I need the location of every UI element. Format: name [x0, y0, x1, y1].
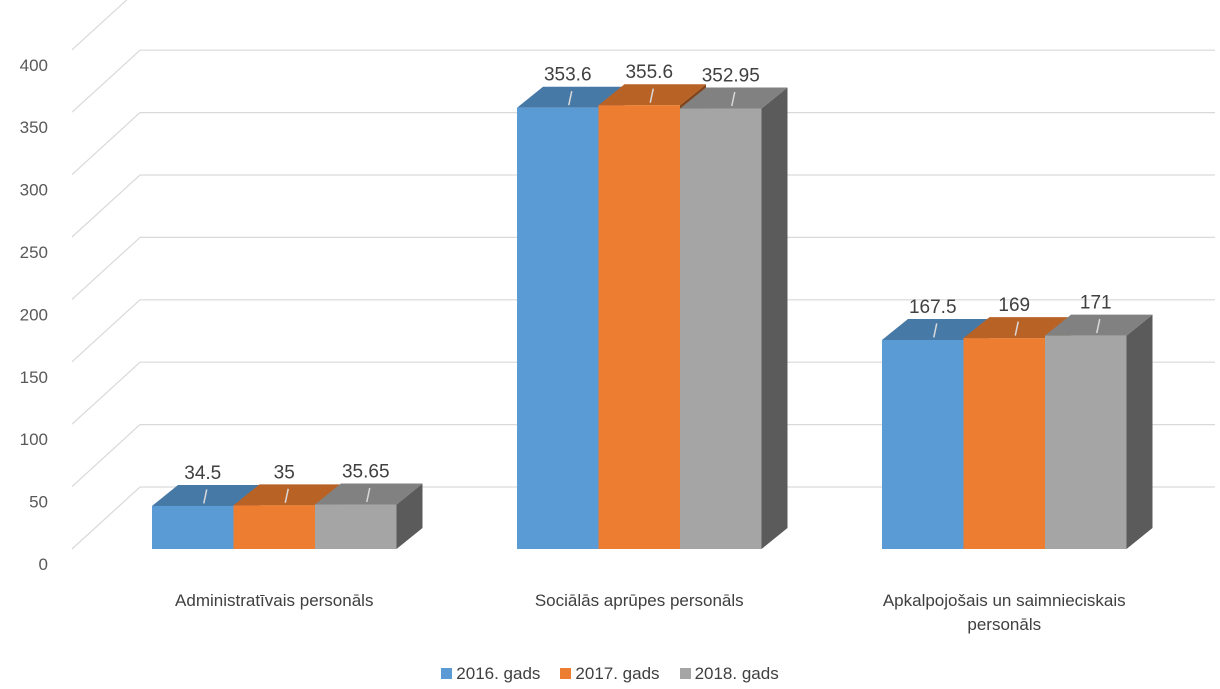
bar-side	[396, 483, 423, 549]
gridline-diagonal	[71, 486, 141, 550]
bar-front	[598, 105, 680, 550]
data-label-leader	[203, 489, 208, 504]
bar-front	[315, 504, 397, 549]
y-tick-label: 350	[20, 118, 48, 137]
data-label-leader	[1014, 321, 1019, 336]
gridline-diagonal	[71, 112, 141, 176]
data-label-leader	[1096, 318, 1101, 334]
gridline-diagonal	[71, 361, 141, 425]
bar-front	[1045, 335, 1127, 549]
data-label: 35.65	[342, 462, 390, 483]
gridline-diagonal	[71, 0, 128, 51]
gridline-diagonal	[71, 424, 141, 488]
legend-swatch	[679, 668, 691, 679]
bar-front	[152, 505, 234, 549]
category-label: Sociālās aprūpes personāls	[535, 591, 744, 610]
bar-front	[233, 505, 315, 549]
data-label: 35	[274, 462, 295, 483]
legend-item: 2016. gads	[441, 664, 540, 684]
legend-swatch	[560, 668, 572, 679]
category-labels: Administratīvais personāls Sociālās aprūp…	[175, 591, 1126, 634]
data-label: 352.95	[702, 66, 760, 87]
bar-front	[963, 338, 1045, 549]
data-label-leader	[933, 323, 938, 338]
legend-item: 2017. gads	[560, 664, 660, 684]
data-label-leader	[568, 91, 573, 106]
y-tick-label: 150	[20, 368, 48, 387]
y-tick-label: 400	[20, 56, 48, 75]
y-tick-label: 250	[20, 243, 48, 262]
legend-label: 2017. gads	[575, 664, 660, 683]
legend-label: 2016. gads	[456, 664, 541, 683]
legend-item: 2018. gads	[679, 664, 779, 684]
data-label: 171	[1080, 293, 1112, 314]
data-label-leader	[649, 88, 654, 103]
bar-side	[761, 87, 788, 549]
y-axis-ticks: 0 50 100 150 200 250 300 350 400	[20, 56, 48, 574]
y-tick-label: 300	[20, 181, 48, 200]
data-label: 167.5	[909, 297, 957, 318]
gridline-diagonal	[71, 299, 141, 363]
legend-swatch	[441, 668, 453, 679]
data-labels: 34.5 353.6 167.5 35 355.6 169 35.65 352.95 171	[184, 62, 1112, 504]
bar-side	[1126, 314, 1153, 549]
bar-front	[680, 108, 762, 549]
bar-front	[517, 107, 599, 549]
data-label: 169	[998, 295, 1030, 316]
gridline-diagonal	[71, 174, 141, 238]
gridline-diagonal	[71, 236, 141, 300]
data-label-leader	[731, 91, 736, 107]
category-label: Apkalpojošais un saimnieciskais	[883, 591, 1126, 610]
bar	[1045, 314, 1153, 549]
data-label-leader	[366, 487, 371, 503]
bar	[680, 87, 788, 549]
y-tick-label: 0	[39, 555, 48, 574]
data-label: 353.6	[544, 65, 592, 86]
data-label: 355.6	[625, 62, 673, 83]
y-tick-label: 200	[20, 305, 48, 324]
bar-front	[882, 339, 964, 549]
legend: 2016. gads 2017. gads 2018. gads	[0, 664, 1220, 684]
y-tick-label: 50	[29, 493, 48, 512]
category-label: Administratīvais personāls	[175, 591, 373, 610]
y-tick-label: 100	[20, 430, 48, 449]
data-label: 34.5	[184, 463, 221, 484]
category-label: personāls	[967, 615, 1041, 634]
legend-label: 2018. gads	[694, 664, 779, 683]
gridline-diagonal	[71, 49, 141, 113]
bars	[152, 84, 1153, 550]
data-label-leader	[284, 488, 289, 503]
